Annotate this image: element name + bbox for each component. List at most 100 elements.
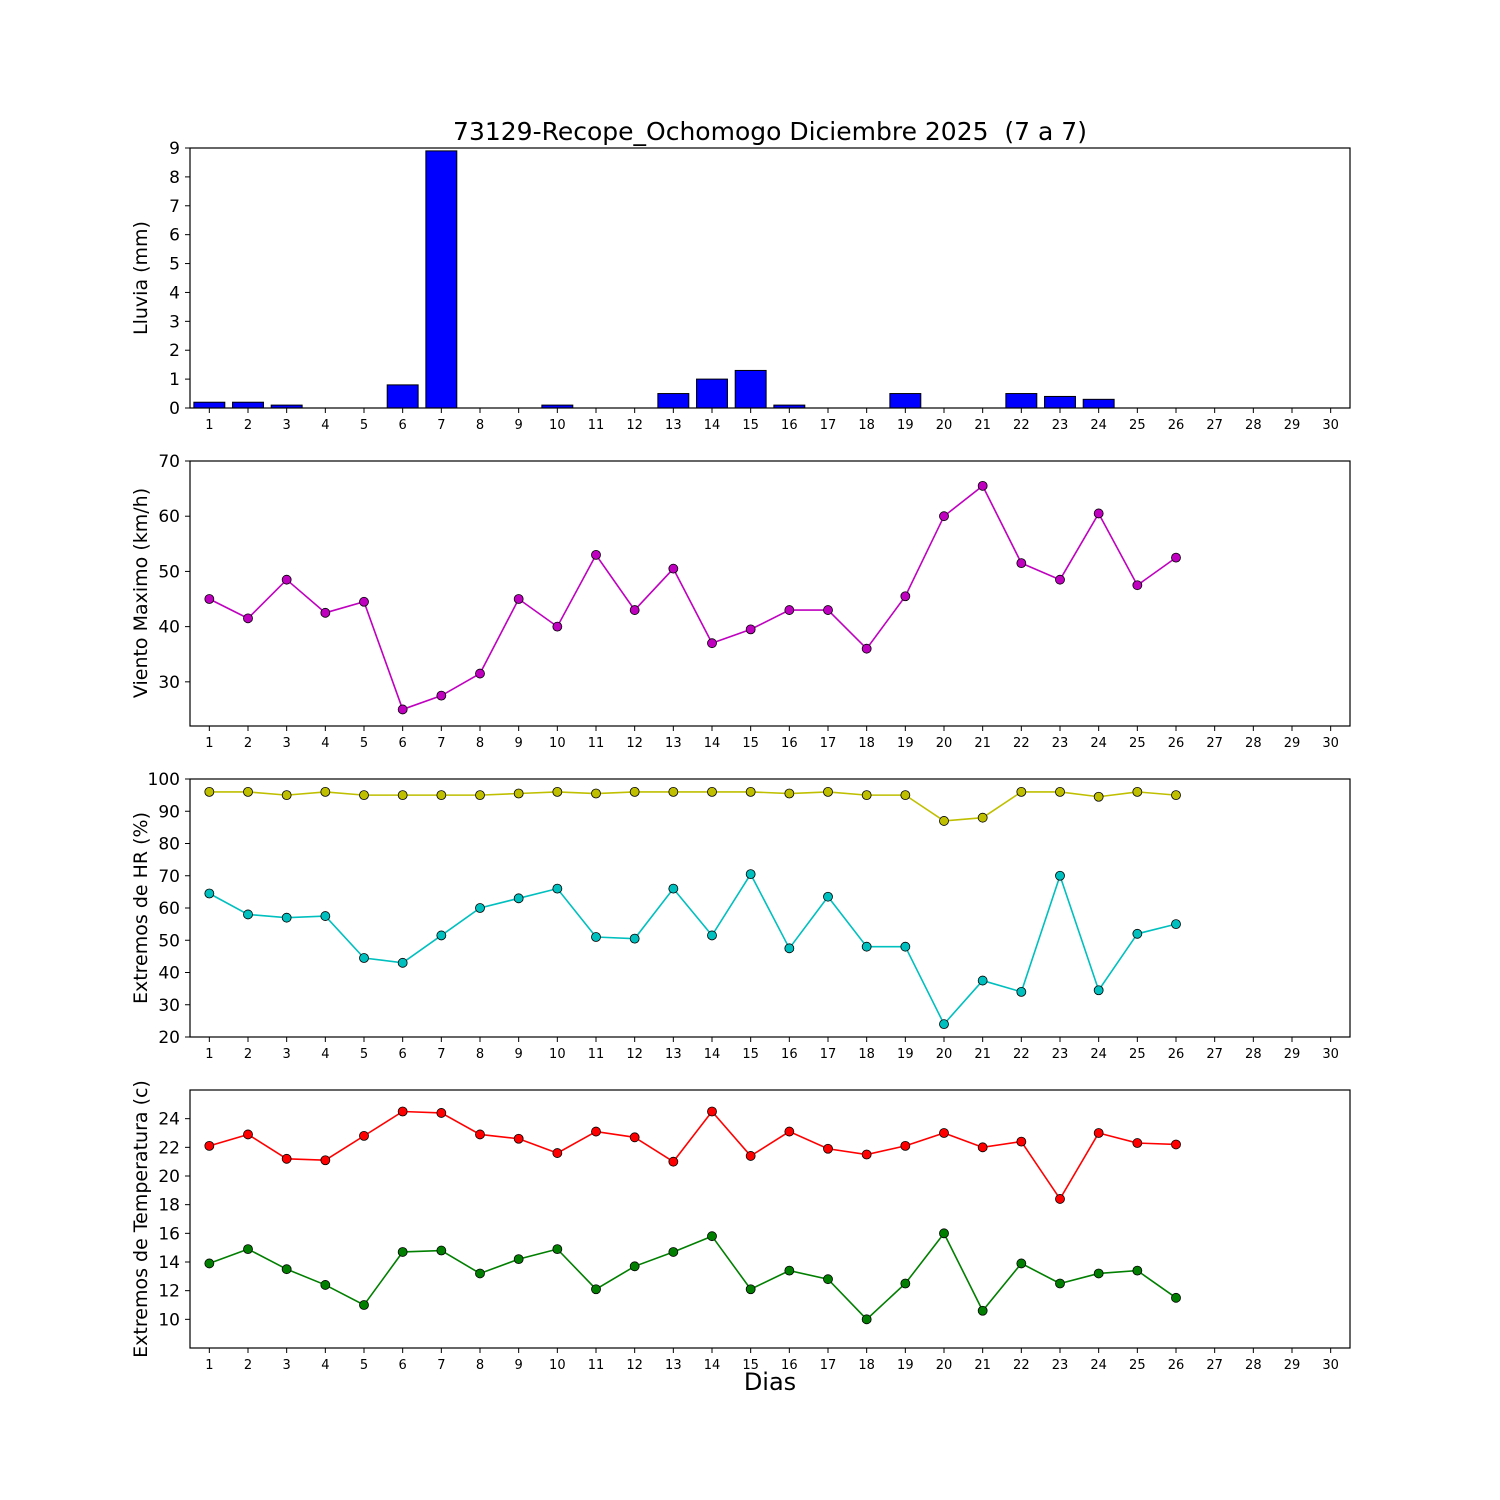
marker xyxy=(939,816,949,826)
marker xyxy=(707,1106,717,1117)
x-tick-label: 3 xyxy=(283,736,291,751)
marker xyxy=(977,480,988,491)
x-tick-label: 21 xyxy=(974,418,991,433)
bar xyxy=(193,401,226,409)
x-tick-label: 29 xyxy=(1284,418,1301,433)
marker xyxy=(668,883,679,894)
marker xyxy=(513,594,524,604)
marker xyxy=(823,787,833,797)
x-tick-label: 20 xyxy=(936,736,953,751)
marker xyxy=(1093,1128,1104,1138)
marker xyxy=(977,812,988,823)
marker xyxy=(668,1247,679,1257)
marker xyxy=(320,911,331,921)
x-tick-label: 18 xyxy=(858,1047,875,1062)
marker xyxy=(1171,1292,1181,1303)
x-tick-label: 21 xyxy=(974,736,991,751)
marker xyxy=(977,1305,988,1316)
marker xyxy=(1055,870,1065,881)
marker xyxy=(436,1245,447,1256)
marker xyxy=(629,1132,640,1143)
marker xyxy=(939,511,949,522)
y-tick-label: 9 xyxy=(169,139,180,159)
x-tick-label: 4 xyxy=(321,736,329,751)
x-tick-label: 2 xyxy=(244,1047,252,1062)
y-tick-label: 18 xyxy=(158,1196,180,1216)
y-tick-label: 100 xyxy=(148,770,180,790)
x-tick-label: 7 xyxy=(437,418,445,433)
x-tick-label: 14 xyxy=(704,736,721,751)
x-tick-label: 24 xyxy=(1090,736,1107,751)
y-tick-label: 2 xyxy=(169,341,180,361)
x-tick-label: 4 xyxy=(321,1358,329,1373)
x-tick-label: 8 xyxy=(476,1047,484,1062)
x-tick-label: 11 xyxy=(588,736,605,751)
series-markers-hr_minima xyxy=(204,869,1181,1029)
x-tick-label: 23 xyxy=(1052,736,1069,751)
marker xyxy=(1132,1265,1143,1276)
marker xyxy=(668,1156,679,1167)
marker xyxy=(591,932,601,942)
x-tick-label: 27 xyxy=(1206,736,1223,751)
marker xyxy=(281,1153,292,1164)
y-tick-label: 30 xyxy=(158,996,180,1016)
bar xyxy=(1044,395,1076,409)
bar xyxy=(889,393,922,409)
x-tick-label: 14 xyxy=(704,1358,721,1373)
marker xyxy=(552,1148,563,1158)
subplot-extremos-temperatura: 1 2 3 4 5 6 7 8 9 10 11 12 13 14 15 16 17 18 19 20 21 22 23 24 2… xyxy=(158,1089,1351,1373)
x-tick-label: 5 xyxy=(360,1047,368,1062)
y-axis-ticks: 0 1 2 3 4 5 6 7 8 9 xyxy=(169,139,190,419)
marker xyxy=(397,704,408,715)
subplot-viento-maximo: 1 2 3 4 5 6 7 8 9 10 11 12 13 14 15 16 17 18 19 20 21 22 23 24 2… xyxy=(158,452,1351,751)
marker xyxy=(939,1128,949,1138)
x-tick-label: 26 xyxy=(1168,418,1185,433)
marker xyxy=(745,787,756,797)
series-line-temperatura_maxima xyxy=(209,1110,1177,1201)
marker xyxy=(1055,1278,1065,1289)
x-tick-label: 28 xyxy=(1245,418,1262,433)
y-tick-label: 40 xyxy=(158,618,180,638)
x-tick-label: 13 xyxy=(665,1358,682,1373)
figure-title: 73129-Recope_Ochomogo Diciembre 2025 (7 … xyxy=(453,117,1087,146)
x-tick-label: 1 xyxy=(205,736,213,751)
x-tick-label: 2 xyxy=(244,418,252,433)
marker xyxy=(397,1106,408,1117)
x-axis-ticks: 1 2 3 4 5 6 7 8 9 10 11 12 13 14 15 16 17 18 19 20 21 22 23 24 2… xyxy=(205,1037,1339,1062)
x-tick-label: 17 xyxy=(820,1047,837,1062)
marker xyxy=(784,788,795,799)
x-tick-label: 25 xyxy=(1129,736,1146,751)
marker xyxy=(281,912,292,923)
x-tick-label: 1 xyxy=(205,418,213,433)
x-tick-label: 28 xyxy=(1245,1358,1262,1373)
y-tick-label: 90 xyxy=(158,802,180,822)
y-tick-label: 80 xyxy=(158,835,180,855)
marker xyxy=(204,594,215,604)
marker xyxy=(320,787,331,797)
x-tick-label: 6 xyxy=(399,1358,407,1373)
marker xyxy=(784,605,795,615)
series-markers-viento_maximo xyxy=(204,480,1181,715)
marker xyxy=(668,787,679,797)
x-tick-label: 22 xyxy=(1013,1047,1030,1062)
x-tick-label: 7 xyxy=(437,1047,445,1062)
x-tick-label: 14 xyxy=(704,1047,721,1062)
x-tick-label: 6 xyxy=(399,1047,407,1062)
x-tick-label: 14 xyxy=(704,418,721,433)
y-tick-label: 6 xyxy=(169,226,180,246)
marker xyxy=(320,1155,331,1166)
marker xyxy=(552,1244,563,1254)
marker xyxy=(707,787,717,797)
x-tick-label: 22 xyxy=(1013,1358,1030,1373)
series-markers-hr_maxima xyxy=(204,787,1181,826)
x-tick-label: 13 xyxy=(665,736,682,751)
x-tick-label: 1 xyxy=(205,1047,213,1062)
x-tick-label: 10 xyxy=(549,418,566,433)
marker xyxy=(436,1108,447,1118)
x-tick-label: 9 xyxy=(515,1358,523,1373)
x-tick-label: 11 xyxy=(588,1047,605,1062)
x-tick-label: 4 xyxy=(321,418,329,433)
x-tick-label: 29 xyxy=(1284,736,1301,751)
marker xyxy=(513,788,524,799)
x-tick-label: 18 xyxy=(858,1358,875,1373)
